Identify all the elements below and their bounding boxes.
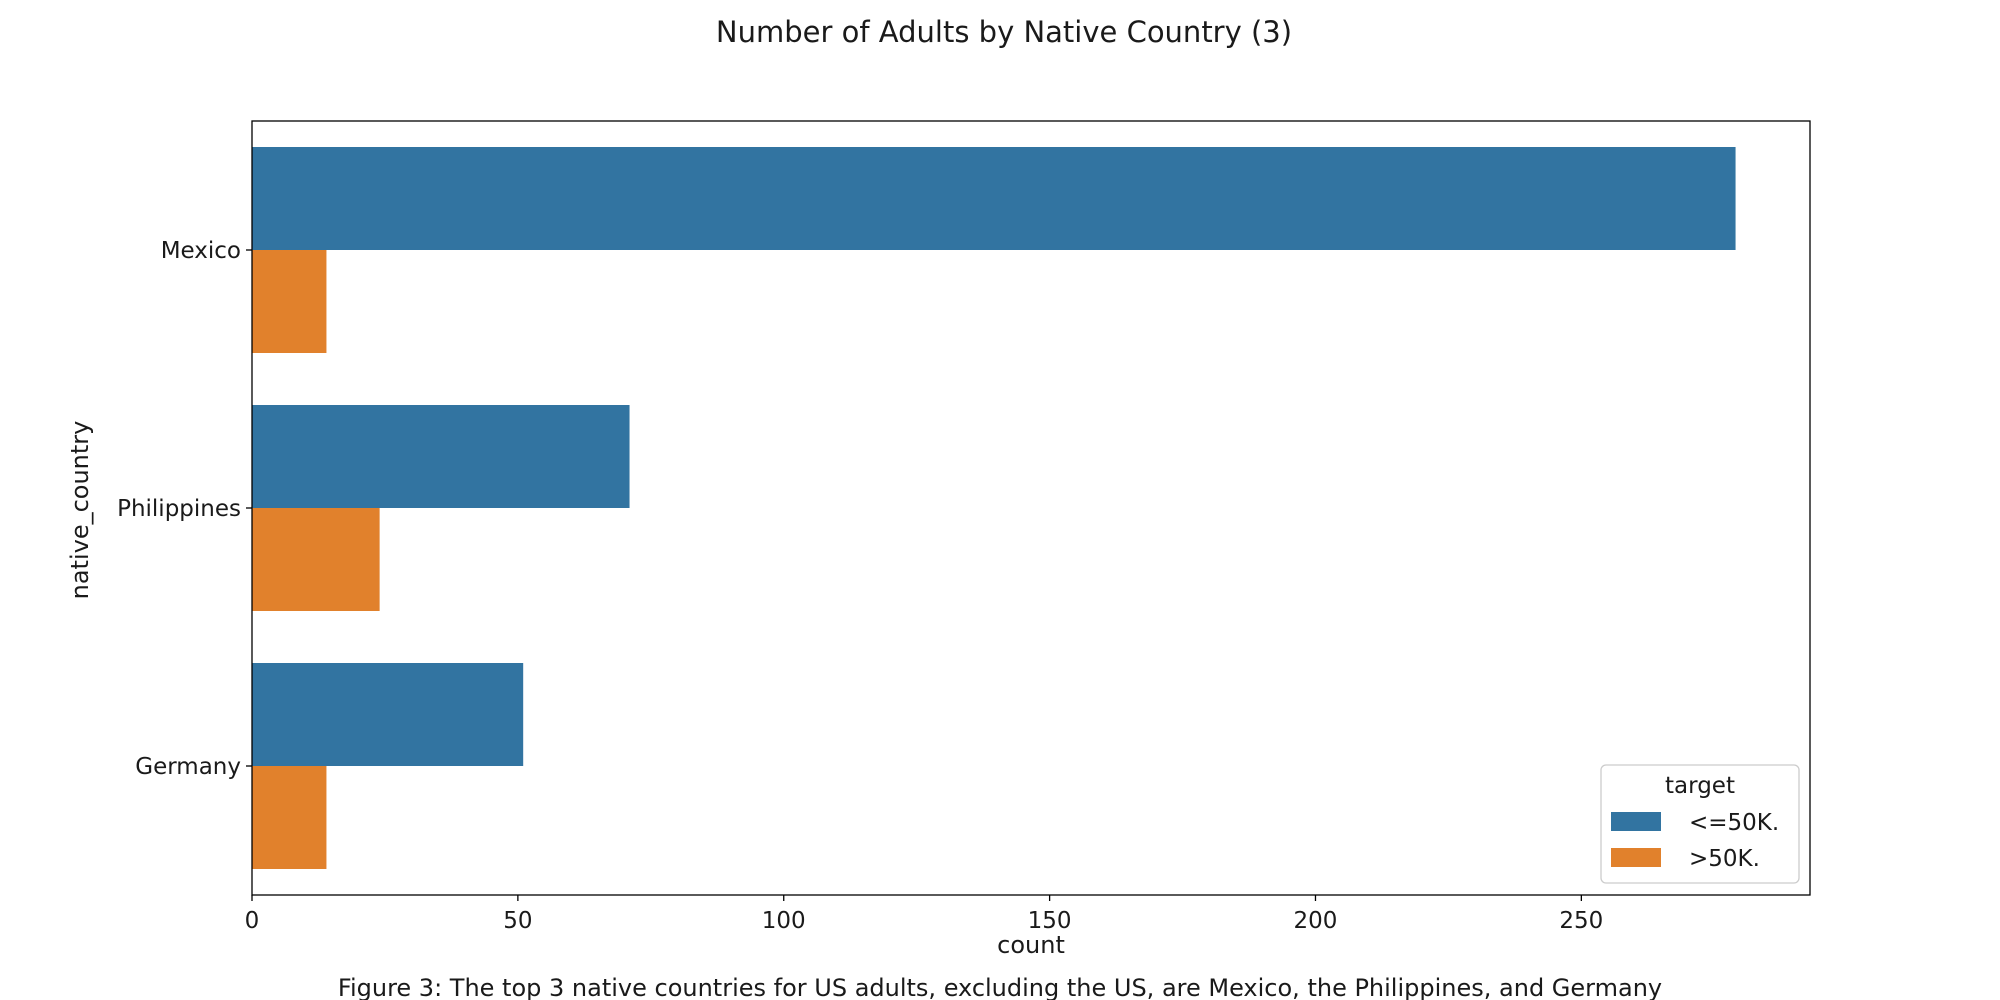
x-tick-label-0: 0	[245, 908, 260, 934]
legend-label-le50k: <=50K.	[1689, 810, 1779, 836]
x-tick-label-100: 100	[762, 908, 806, 934]
bar-mexico-series-1	[252, 250, 327, 353]
legend-swatch-gt50k	[1611, 848, 1661, 867]
figure-caption: Figure 3: The top 3 native countries for…	[338, 974, 1662, 1000]
bar-philippines-series-1	[252, 508, 380, 611]
x-tick-label-150: 150	[1028, 908, 1072, 934]
y-tick-label-mexico: Mexico	[161, 238, 241, 264]
chart-title: Number of Adults by Native Country (3)	[716, 15, 1292, 49]
legend-swatch-le50k	[1611, 812, 1661, 831]
x-tick-label-250: 250	[1559, 908, 1603, 934]
y-tick-label-philippines: Philippines	[117, 496, 241, 522]
plot-area	[252, 147, 1736, 869]
y-axis-label: native_country	[66, 421, 94, 600]
x-tick-label-200: 200	[1294, 908, 1338, 934]
y-tick-label-germany: Germany	[135, 754, 241, 780]
legend-title: target	[1665, 773, 1735, 799]
legend: target <=50K. >50K.	[1600, 764, 1800, 884]
y-axis: Mexico Philippines Germany	[117, 238, 252, 780]
x-axis-label: count	[997, 931, 1065, 959]
bar-mexico-series-0	[252, 147, 1736, 250]
x-axis: 0 50 100 150 200 250	[245, 895, 1603, 934]
bar-germany-series-1	[252, 766, 327, 869]
bar-germany-series-0	[252, 663, 524, 766]
legend-label-gt50k: >50K.	[1689, 846, 1760, 872]
bar-philippines-series-0	[252, 405, 630, 508]
x-tick-label-50: 50	[503, 908, 532, 934]
